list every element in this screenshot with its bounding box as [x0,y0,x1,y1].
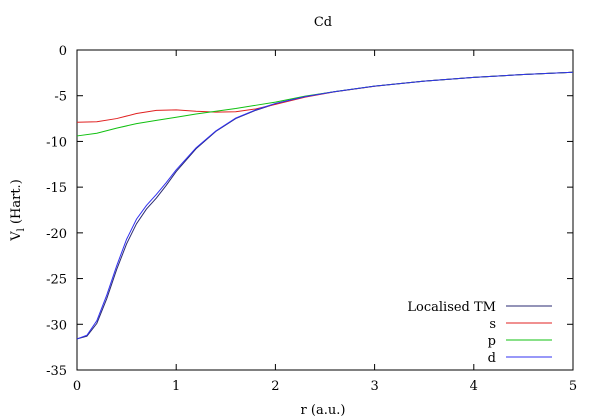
series-line-d [76,71,574,340]
x-tick-label: 3 [370,379,378,394]
y-axis-label-unit: (Hart.) [9,179,24,228]
y-tick-label: -30 [46,318,67,333]
x-tick-label: 5 [569,379,577,394]
legend-label-d: d [488,351,496,366]
chart-title: Cd [314,15,332,30]
x-axis-label: r (a.u.) [301,403,346,418]
series-lines [76,71,574,340]
y-tick-label: -10 [46,135,67,150]
y-axis-label-subscript: l [16,228,27,231]
y-tick-label: -20 [46,227,67,242]
y-axis: 0 -5 -10 -15 -20 -25 -30 -35 [46,44,573,379]
series-line-s [76,71,574,123]
plot-frame [76,49,574,371]
legend-label-p: p [488,334,496,349]
series-line-localised-tm [76,71,574,340]
legend: Localised TM spd [407,300,552,366]
x-tick-label: 0 [73,379,81,394]
series-line-p [76,71,574,137]
y-tick-label: -25 [46,273,67,288]
x-axis: 0 1 2 3 4 5 [73,50,577,394]
y-tick-label: -15 [46,181,67,196]
x-tick-label: 2 [271,379,279,394]
legend-label-s: s [489,317,496,332]
y-tick-label: -5 [54,90,67,105]
legend-label-localised-tm: Localised TM [407,300,496,315]
y-tick-label: -35 [46,364,67,379]
plot-area [76,49,574,371]
y-axis-label: Vl (Hart.) [9,179,27,242]
y-axis-label-main: V [9,231,24,242]
x-tick-label: 4 [470,379,478,394]
x-tick-label: 1 [172,379,180,394]
y-tick-label: 0 [59,44,67,59]
